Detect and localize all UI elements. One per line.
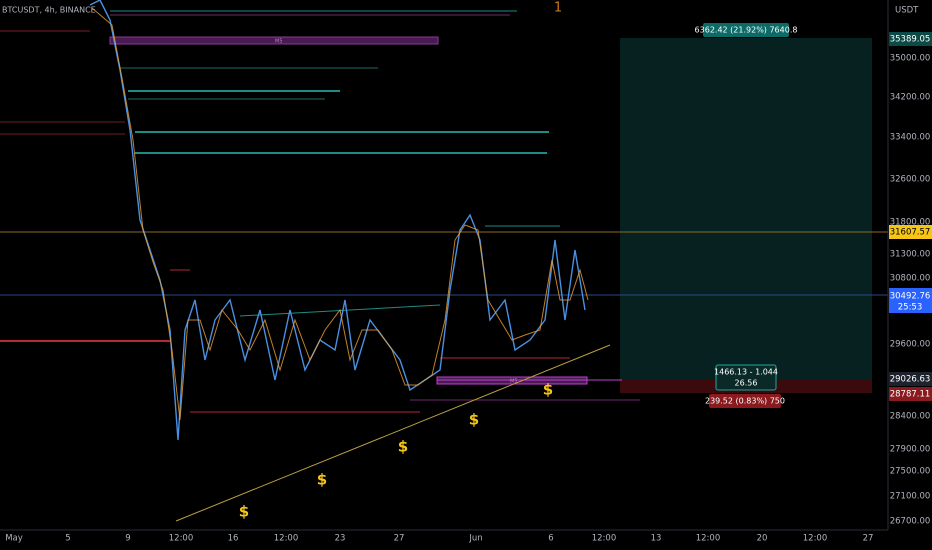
x-tick-label: 12:00 [803, 534, 828, 544]
y-tick-label: 35000.00 [890, 54, 931, 64]
dollar-sign: $ [543, 381, 553, 399]
y-tick-label: 30800.00 [890, 274, 931, 284]
y-tick-label: 27500.00 [890, 467, 931, 477]
price-path-shadow [91, 7, 589, 421]
x-tick-label: 27 [394, 534, 405, 544]
dollar-sign: $ [239, 503, 249, 521]
y-tick-label: 28400.00 [890, 412, 931, 422]
badge [889, 32, 932, 46]
info-text: 1466.13 - 1.044 [714, 368, 778, 377]
position-label [703, 23, 789, 37]
x-tick-label: 5 [65, 534, 70, 544]
price-path [89, 0, 586, 441]
loss-text: 239.52 (0.83%) 750 [705, 397, 785, 406]
badge-text: 29026.63 [890, 375, 931, 385]
marker: 1 [554, 1, 562, 16]
badge [889, 288, 932, 313]
box-label: M5 [275, 39, 283, 45]
x-tick-label: May [5, 534, 23, 544]
x-tick-label: 16 [228, 534, 239, 544]
badge-text: 30492.76 [890, 292, 931, 302]
y-tick-label: 31800.00 [890, 218, 931, 228]
position-label [709, 394, 781, 408]
x-tick-label: 9 [125, 534, 130, 544]
dollar-sign: $ [469, 411, 479, 429]
badge-text: 31607.57 [890, 228, 931, 238]
badge [889, 387, 932, 401]
x-tick-label: 12:00 [169, 534, 194, 544]
symbol: BTCUSDT, 4h, BINANCE [2, 6, 96, 15]
y-tick-label: 29600.00 [890, 340, 931, 350]
x-tick-label: 27 [863, 534, 874, 544]
x-tick-label: 12:00 [274, 534, 299, 544]
dollar-sign: $ [317, 471, 327, 489]
box-label: M5 [510, 379, 518, 385]
y-tick-label: 31300.00 [890, 250, 931, 260]
x-tick-label: 6 [548, 534, 553, 544]
badge [889, 372, 932, 386]
x-tick-label: 23 [335, 534, 346, 544]
y-tick-label: 26700.00 [890, 517, 931, 527]
position-label [715, 364, 777, 391]
y-tick-label: 32600.00 [890, 175, 931, 185]
badge-text: 35389.05 [890, 35, 931, 45]
profit-zone [620, 38, 872, 380]
y-tick-label: 27100.00 [890, 492, 931, 502]
y-tick-label: 33400.00 [890, 133, 931, 143]
x-tick-label: Jun [468, 534, 482, 544]
x-tick-label: 13 [651, 534, 662, 544]
y-tick-label: 27900.00 [890, 445, 931, 455]
currency: USDT [895, 6, 919, 16]
x-tick-label: 20 [757, 534, 768, 544]
badge-text: 25:53 [898, 303, 923, 313]
dollar-sign: $ [398, 438, 408, 456]
info-text: 26.56 [735, 379, 758, 388]
profit-text: 6362.42 (21.92%) 7640.8 [695, 26, 798, 35]
badge-text: 28787.11 [890, 390, 931, 400]
x-tick-label: 12:00 [696, 534, 721, 544]
badge [889, 225, 932, 239]
x-tick-label: 12:00 [592, 534, 617, 544]
y-tick-label: 34200.00 [890, 93, 931, 103]
levels [0, 10, 888, 522]
